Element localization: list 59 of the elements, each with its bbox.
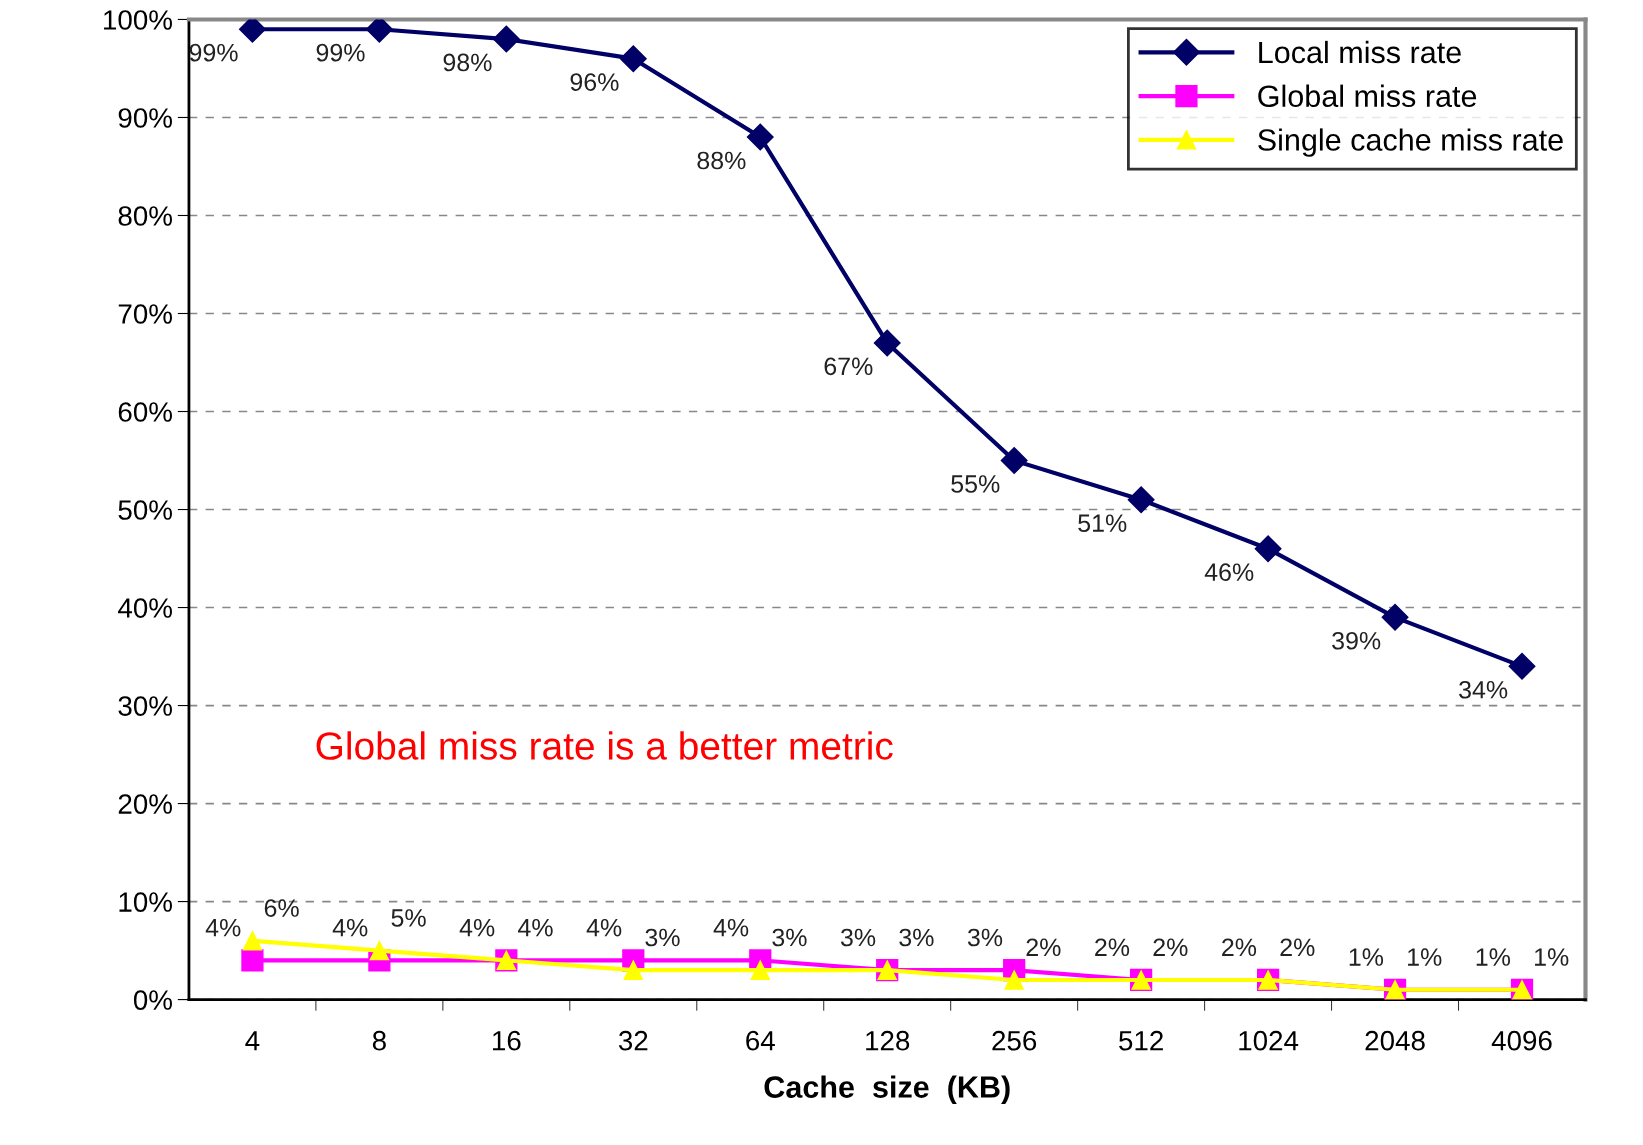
data-label: 4%	[586, 918, 622, 937]
x-tick-label: 4096	[1491, 1030, 1552, 1051]
data-label: 1%	[1476, 948, 1511, 966]
x-tick-label: 16	[493, 1030, 521, 1051]
data-label: 3%	[899, 928, 934, 947]
data-label: 34%	[1459, 680, 1508, 699]
x-tick-label: 4	[245, 1031, 260, 1051]
y-tick-label: 0%	[133, 990, 172, 1010]
data-label: 4%	[205, 918, 241, 937]
x-tick-label: 1024	[1239, 1030, 1299, 1051]
data-label: 55%	[951, 475, 1000, 493]
data-label: 4%	[713, 918, 749, 937]
legend-label: Global miss rate	[1258, 84, 1477, 108]
data-label: 51%	[1078, 514, 1127, 532]
x-tick-label: 64	[746, 1030, 775, 1051]
data-label: 6%	[264, 899, 299, 917]
data-label: 4%	[332, 918, 368, 937]
x-tick-label: 8	[372, 1030, 386, 1051]
y-tick-label: 100%	[104, 10, 172, 30]
annotation: Global miss rate is a better metric	[316, 731, 893, 760]
x-axis-title: Cache size (KB)	[764, 1075, 1010, 1104]
y-tick-label: 80%	[118, 206, 172, 226]
data-label: 4%	[518, 918, 553, 937]
x-tick-label: 256	[992, 1030, 1037, 1051]
data-label: 3%	[772, 928, 807, 947]
data-label: 2%	[1153, 938, 1188, 957]
y-tick-label: 50%	[118, 500, 172, 520]
y-tick-label: 70%	[118, 304, 172, 324]
y-tick-label: 10%	[119, 892, 172, 912]
data-label: 3%	[840, 928, 876, 947]
y-tick-label: 30%	[118, 696, 172, 716]
data-label: 98%	[443, 53, 492, 72]
data-label: 2%	[1095, 938, 1130, 957]
data-label: 2%	[1222, 938, 1257, 957]
data-label: 1%	[1535, 948, 1569, 966]
data-label: 67%	[824, 357, 873, 376]
y-tick-label: 60%	[118, 402, 172, 422]
data-label: 4%	[459, 918, 495, 937]
data-label: 3%	[967, 928, 1003, 947]
legend-label: Local miss rate	[1259, 40, 1461, 64]
data-label: 2%	[1026, 938, 1061, 957]
data-label: 1%	[1408, 948, 1442, 966]
x-tick-label: 512	[1119, 1030, 1163, 1051]
y-tick-label: 20%	[118, 794, 172, 814]
data-label: 5%	[391, 909, 426, 927]
y-tick-label: 40%	[118, 598, 172, 618]
y-tick-label: 90%	[118, 108, 172, 128]
data-label: 2%	[1280, 938, 1315, 957]
x-tick-label: 2048	[1365, 1030, 1425, 1051]
data-label: 3%	[645, 928, 680, 947]
x-tick-label: 32	[618, 1030, 648, 1051]
x-tick-label: 128	[866, 1030, 910, 1051]
data-label: 46%	[1204, 563, 1254, 581]
data-label: 39%	[1332, 631, 1381, 650]
data-label: 99%	[316, 43, 365, 62]
data-label: 96%	[570, 73, 619, 91]
data-label: 88%	[697, 151, 746, 170]
data-label: 1%	[1349, 948, 1384, 966]
legend-label: Single cache miss rate	[1258, 128, 1563, 157]
